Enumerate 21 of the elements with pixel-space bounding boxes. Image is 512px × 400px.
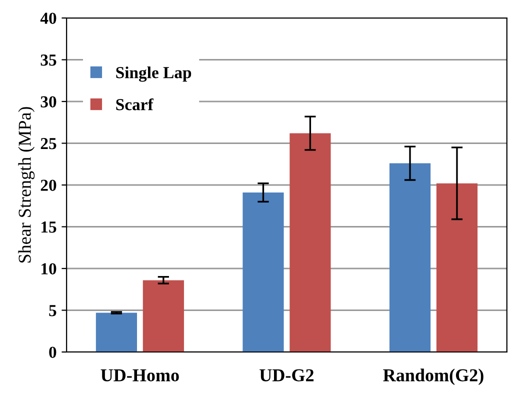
bar [389, 163, 431, 352]
bar [436, 183, 478, 352]
y-tick-label: 40 [40, 12, 56, 24]
bar [96, 312, 138, 352]
x-tick-label: Random(G2) [383, 368, 484, 386]
y-tick-label: 0 [49, 346, 56, 358]
x-tick-label: UD-G2 [260, 369, 314, 382]
bar [242, 192, 284, 352]
legend-label: Scarf [116, 98, 154, 110]
y-axis-title: Shear Strength (MPa) [18, 107, 35, 263]
x-tick-label: UD-Homo [100, 369, 179, 382]
y-tick-label: 30 [40, 96, 56, 108]
bar [142, 280, 184, 352]
y-tick-label: 10 [42, 263, 56, 274]
y-tick-label: 20 [40, 180, 56, 191]
y-tick-label: 35 [40, 54, 56, 66]
y-tick-label: 15 [42, 222, 56, 233]
bar [290, 133, 331, 352]
y-tick-label: 25 [40, 138, 56, 150]
legend-label: Single Lap [116, 66, 192, 82]
y-tick-label: 5 [49, 305, 56, 316]
